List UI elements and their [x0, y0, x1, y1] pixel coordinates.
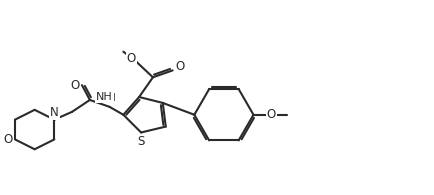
- Text: NH: NH: [96, 92, 113, 102]
- Text: H: H: [107, 93, 115, 103]
- Text: N: N: [50, 106, 59, 119]
- Text: O: O: [174, 60, 184, 73]
- Text: S: S: [137, 135, 145, 148]
- Text: O: O: [266, 108, 275, 121]
- Text: O: O: [3, 133, 13, 146]
- Text: O: O: [126, 52, 135, 65]
- Text: O: O: [70, 79, 79, 92]
